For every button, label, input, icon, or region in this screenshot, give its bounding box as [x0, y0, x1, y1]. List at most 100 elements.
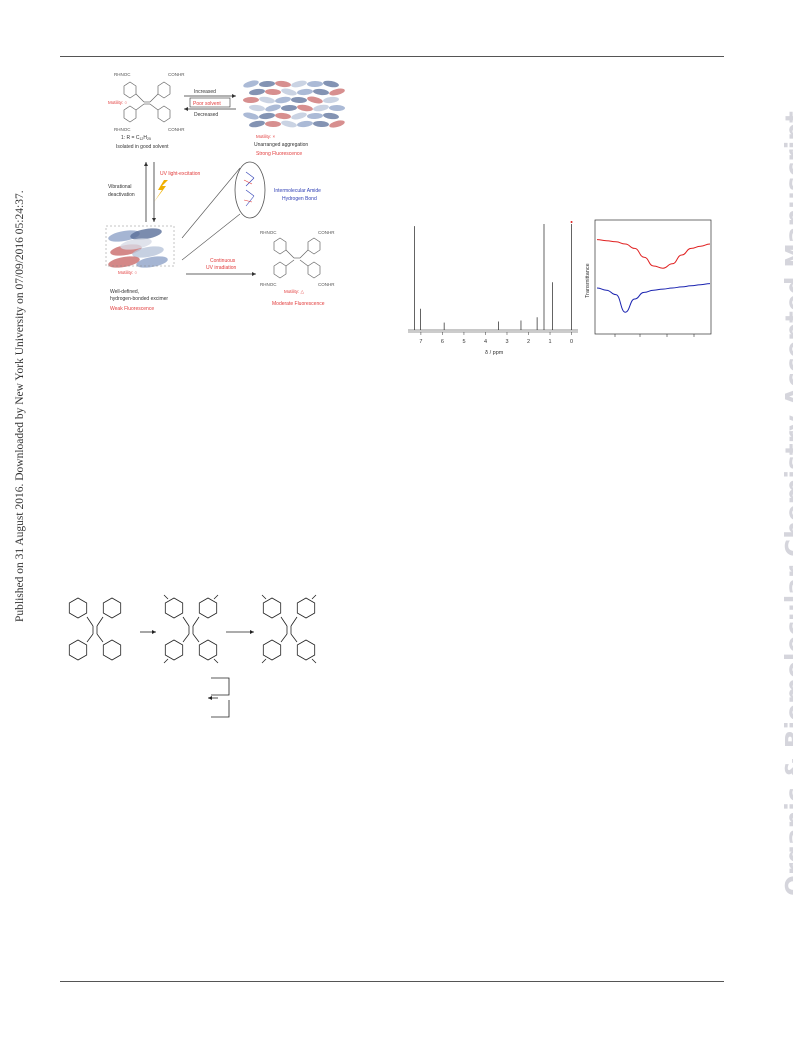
aggregate-ellipse: [265, 88, 281, 96]
aggregate-ellipse: [243, 96, 259, 104]
label-conhr-tr: CONHR: [168, 72, 185, 77]
phenyl-ring: [262, 597, 282, 619]
phenyl-ring: [102, 597, 122, 619]
excimer-ellipse: [108, 230, 140, 242]
aggregate-ellipse: [249, 104, 265, 112]
aggregate-ellipse: [313, 120, 329, 128]
label-uv-excitation: UV light-excitation: [160, 171, 201, 177]
aggregate-ellipse: [297, 88, 313, 96]
label-increased: Increased: [194, 89, 216, 95]
nmr-tick-label: 0: [570, 339, 573, 345]
nmr-reference-marker: [570, 221, 573, 223]
isolated-molecule: [123, 81, 171, 123]
nmr-tick-label: 7: [419, 339, 422, 345]
label-unarranged: Unarranged aggregation: [254, 142, 308, 148]
aggregate-ellipse: [329, 120, 345, 128]
nmr-tick-label: 2: [527, 339, 530, 345]
aggregate-ellipse: [259, 80, 275, 88]
nmr-tick-label: 5: [462, 339, 465, 345]
aggregate-ellipse: [259, 112, 275, 120]
label-conhr-br: CONHR: [168, 127, 185, 132]
phenyl-ring: [164, 597, 184, 619]
label-poor-solvent: Poor solvent: [193, 101, 221, 107]
moderate-molecule: [273, 237, 321, 279]
footer-rule: [60, 981, 724, 982]
excimer-ellipse: [136, 256, 168, 268]
nmr-spectrum: 7 6 5 4 3 2 1 0 δ / ppm: [408, 221, 578, 356]
label-rhnoc-r2: RHNOC: [260, 282, 277, 287]
nmr-x-axis-label: δ / ppm: [485, 350, 504, 356]
label-hbond: Hydrogen Bond: [282, 196, 317, 202]
excimer-ellipse: [108, 256, 140, 268]
label-moderate: Moderate Fluorescence: [272, 301, 325, 307]
label-intermolecular: Intermolecular Amide: [274, 188, 321, 194]
label-uv-irradiation: UV irradiation: [206, 265, 237, 271]
label-well-defined: Well-defined,: [110, 289, 139, 295]
label-weak: Weak Fluorescence: [110, 306, 154, 312]
phenyl-ring: [198, 597, 218, 619]
ir-y-axis-label: Transmittance: [585, 263, 591, 298]
mechanism-figure: RHNOC CONHR RHNOC CONHR Motility: ○ 1: R…: [105, 72, 345, 312]
publication-note: Published on 31 August 2016. Downloaded …: [14, 190, 26, 622]
label-isolated: Isolated in good solvent: [116, 144, 169, 150]
phenyl-ring: [262, 639, 282, 661]
phenyl-ring: [102, 639, 122, 661]
excimer-stack: [105, 225, 175, 268]
reaction-arrow-2: [250, 630, 254, 634]
journal-watermark: Organic & Biomolecular Chemistry Accepte…: [780, 111, 793, 896]
aggregate-ellipse: [275, 112, 291, 120]
aggregate-ellipse: [243, 80, 259, 88]
label-continuous: Continuous: [210, 258, 236, 264]
aggregate-ellipse: [323, 96, 339, 104]
ir-series-line: [596, 239, 711, 269]
nmr-tick-label: 6: [441, 339, 444, 345]
header-rule: [60, 56, 724, 57]
label-rhnoc-r1: RHNOC: [260, 230, 277, 235]
aggregate-ellipse: [291, 96, 307, 104]
aggregate-ellipse: [281, 104, 297, 112]
aggregate-ellipse: [259, 96, 275, 104]
ir-spectrum: Transmittance: [585, 219, 712, 337]
aggregate-ellipse: [265, 120, 281, 128]
excimer-box: [105, 225, 175, 267]
aggregate-ellipse: [297, 104, 313, 112]
aggregation-cluster: [243, 80, 345, 128]
label-motility-moderate: Motility: △: [284, 289, 305, 294]
hbond-sketch: [245, 171, 255, 207]
lightning-icon: [154, 180, 168, 202]
label-decreased: Decreased: [194, 112, 218, 118]
label-compound: 1: R = C12H25: [121, 135, 151, 141]
aggregate-ellipse: [329, 104, 345, 112]
ir-series-line: [596, 283, 711, 313]
label-rhnoc-bl: RHNOC: [114, 127, 131, 132]
excimer-ellipse: [120, 238, 152, 250]
aggregate-ellipse: [265, 104, 281, 112]
phenyl-ring: [296, 639, 316, 661]
label-motility-agg: Motility: ×: [256, 134, 276, 139]
phenyl-ring: [164, 639, 184, 661]
aggregate-ellipse: [249, 120, 265, 128]
excimer-ellipse: [132, 246, 164, 258]
phenyl-ring: [68, 639, 88, 661]
aggregate-ellipse: [291, 112, 307, 120]
nmr-tick-label: 4: [484, 339, 487, 345]
label-hbonded: hydrogen-bonded excimer: [110, 296, 168, 302]
poor-solvent-box: [189, 97, 231, 108]
aggregate-ellipse: [323, 80, 339, 88]
aggregate-ellipse: [313, 88, 329, 96]
reaction-arrow-1: [152, 630, 156, 634]
phenyl-ring: [68, 597, 88, 619]
nmr-tick-label: 3: [505, 339, 508, 345]
aggregate-ellipse: [307, 80, 323, 88]
aggregate-ellipse: [281, 88, 297, 96]
aggregate-ellipse: [249, 88, 265, 96]
label-motility-1: Motility: ○: [108, 100, 128, 105]
aggregate-ellipse: [307, 96, 323, 104]
excimer-ellipse: [130, 228, 162, 240]
label-conhr-r1: CONHR: [318, 230, 335, 235]
label-strong: Strong Fluorescence: [256, 151, 302, 157]
aggregate-ellipse: [323, 112, 339, 120]
phenyl-ring: [198, 639, 218, 661]
aggregate-ellipse: [275, 80, 291, 88]
aggregate-ellipse: [275, 96, 291, 104]
